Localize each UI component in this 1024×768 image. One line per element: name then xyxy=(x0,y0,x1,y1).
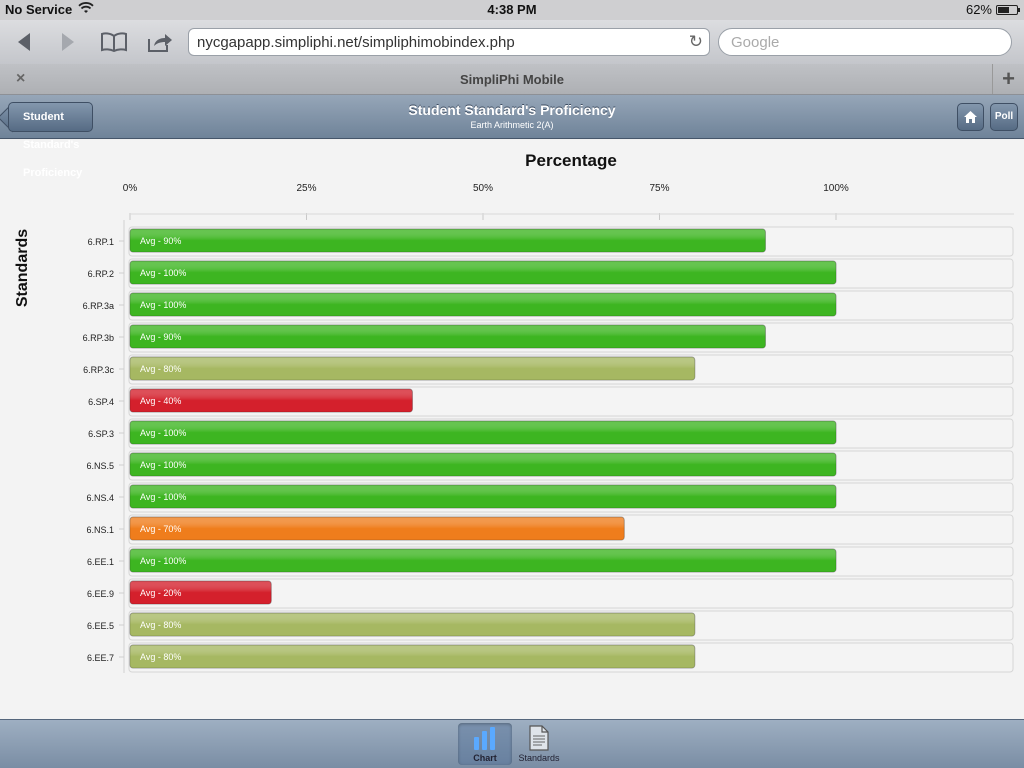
bar-highlight xyxy=(130,453,836,476)
home-button[interactable] xyxy=(957,103,984,131)
bar-data-label: Avg - 20% xyxy=(140,588,181,598)
page-title: Student Standard's Proficiency xyxy=(408,102,616,118)
x-tick-label: 75% xyxy=(649,183,669,194)
y-tick-label: 6.EE.1 xyxy=(87,557,114,567)
bar-data-label: Avg - 100% xyxy=(140,300,186,310)
tab-standards-label: Standards xyxy=(518,753,560,763)
bar-highlight xyxy=(130,517,625,540)
bar-data-label: Avg - 80% xyxy=(140,652,181,662)
bar-data-label: Avg - 90% xyxy=(140,236,181,246)
y-tick-label: 6.RP.1 xyxy=(88,237,114,247)
y-tick-label: 6.EE.7 xyxy=(87,653,114,663)
x-tick-label: 100% xyxy=(823,183,849,194)
battery-percent: 62% xyxy=(965,2,992,17)
chart-title: Percentage xyxy=(525,151,617,170)
status-bar: No Service 4:38 PM 62% xyxy=(0,0,1024,20)
search-placeholder: Google xyxy=(731,34,780,51)
x-tick-label: 25% xyxy=(296,183,316,194)
bar-data-label: Avg - 100% xyxy=(140,460,186,470)
proficiency-bar-chart: Percentage Standards 0% 25% 50% 75% 100% 6.RP.1… xyxy=(14,151,1014,673)
url-text: nycgapapp.simpliphi.net/simpliphimobinde… xyxy=(197,34,515,51)
y-tick-label: 6.EE.5 xyxy=(87,621,114,631)
bar-data-label: Avg - 100% xyxy=(140,492,186,502)
y-tick-label: 6.EE.9 xyxy=(87,589,114,599)
tab-chart-label: Chart xyxy=(473,753,497,763)
y-tick-label: 6.SP.4 xyxy=(88,397,114,407)
battery-icon xyxy=(996,4,1020,15)
browser-toolbar: nycgapapp.simpliphi.net/simpliphimobinde… xyxy=(0,20,1024,64)
bar-data-label: Avg - 80% xyxy=(140,364,181,374)
forward-arrow-icon[interactable] xyxy=(52,28,84,56)
bar-chart-icon xyxy=(458,725,512,753)
bar-highlight xyxy=(130,293,836,316)
poll-button[interactable]: Poll xyxy=(990,103,1018,131)
y-tick-label: 6.RP.3a xyxy=(83,301,114,311)
search-field[interactable]: Google xyxy=(718,28,1012,56)
chart-area: Percentage Standards 0% 25% 50% 75% 100% 6.RP.1… xyxy=(0,140,1024,719)
bar-highlight xyxy=(130,613,695,636)
status-time: 4:38 PM xyxy=(487,2,537,17)
tab-title[interactable]: SimpliPhi Mobile xyxy=(459,72,564,87)
bar-data-label: Avg - 70% xyxy=(140,524,181,534)
url-field[interactable]: nycgapapp.simpliphi.net/simpliphimobinde… xyxy=(188,28,710,56)
tab-close-icon[interactable]: × xyxy=(16,70,26,87)
bar-data-label: Avg - 90% xyxy=(140,332,181,342)
x-tick-label: 50% xyxy=(473,183,493,194)
tab-standards[interactable]: Standards xyxy=(512,723,566,765)
y-tick-label: 6.NS.4 xyxy=(86,493,114,503)
bar-data-label: Avg - 40% xyxy=(140,396,181,406)
x-tick-label: 0% xyxy=(123,183,138,194)
tab-chart[interactable]: Chart xyxy=(458,723,512,765)
status-left: No Service xyxy=(5,2,94,17)
y-tick-label: 6.RP.3b xyxy=(83,333,114,343)
back-arrow-icon[interactable] xyxy=(8,28,40,56)
new-tab-plus-icon[interactable]: + xyxy=(992,64,1024,94)
browser-tab-bar: × SimpliPhi Mobile + xyxy=(0,64,1024,95)
y-tick-label: 6.RP.2 xyxy=(88,269,114,279)
wifi-icon xyxy=(78,2,94,17)
back-button[interactable]: Student Standard's Proficiency xyxy=(8,102,94,179)
status-right: 62% xyxy=(965,2,1020,17)
home-icon xyxy=(964,111,977,123)
y-axis-label: Standards xyxy=(14,229,31,307)
bar-highlight xyxy=(130,485,836,508)
bar-highlight xyxy=(130,357,695,380)
bookmarks-book-icon[interactable] xyxy=(98,28,130,56)
battery-fill xyxy=(998,6,1010,13)
bar-highlight xyxy=(130,325,766,348)
bar-highlight xyxy=(130,261,836,284)
carrier-text: No Service xyxy=(5,2,73,17)
bar-data-label: Avg - 100% xyxy=(140,428,186,438)
bar-highlight xyxy=(130,581,272,604)
page-subtitle: Earth Arithmetic 2(A) xyxy=(470,120,554,130)
bar-highlight xyxy=(130,549,836,572)
document-icon xyxy=(512,725,566,753)
y-tick-label: 6.NS.5 xyxy=(86,461,114,471)
share-icon[interactable] xyxy=(144,28,176,56)
bar-highlight xyxy=(130,645,695,668)
bottom-tab-bar: Chart Standards xyxy=(0,719,1024,768)
bar-data-label: Avg - 100% xyxy=(140,268,186,278)
row-background xyxy=(128,578,1014,609)
app-header: Student Standard's Proficiency Student S… xyxy=(0,95,1024,179)
y-tick-label: 6.SP.3 xyxy=(88,429,114,439)
y-tick-label: 6.RP.3c xyxy=(83,365,114,375)
bar-data-label: Avg - 100% xyxy=(140,556,186,566)
bar-highlight xyxy=(130,421,836,444)
y-tick-label: 6.NS.1 xyxy=(86,525,114,535)
bar-data-label: Avg - 80% xyxy=(140,620,181,630)
bar-highlight xyxy=(130,229,766,252)
bar-highlight xyxy=(130,389,413,412)
reload-icon[interactable]: ↻ xyxy=(688,32,703,51)
